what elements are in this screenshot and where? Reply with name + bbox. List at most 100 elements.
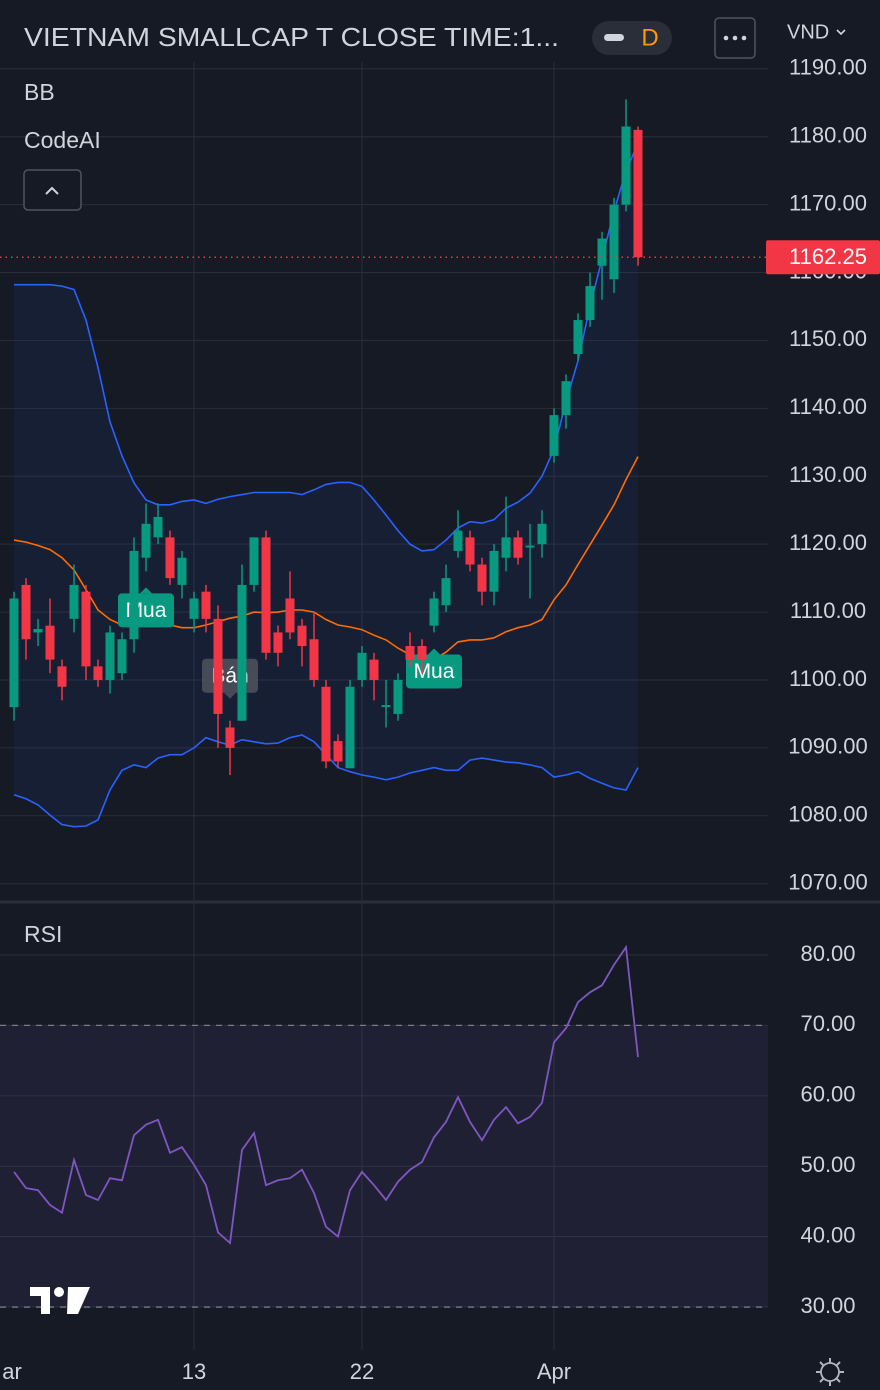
indicator-line — [14, 143, 639, 552]
signal-text: Mua — [414, 660, 455, 683]
candle-body — [153, 516, 163, 538]
y-tick-label: 1110.00 — [790, 598, 866, 623]
candle-body — [297, 625, 307, 647]
gear-teeth — [816, 1358, 844, 1386]
candle-body — [81, 591, 91, 667]
candle-body — [465, 537, 475, 565]
chevron-up — [45, 186, 59, 195]
candle-body — [225, 727, 235, 748]
candle-body — [537, 523, 547, 545]
y-tick-label: 40.00 — [800, 1222, 855, 1247]
currency-selector[interactable]: VND — [787, 21, 846, 43]
candle-body — [261, 537, 271, 653]
candle-body — [201, 591, 211, 619]
axis-layer: ar 13 22 Apr 1070.00 1080.00 1090.00 1100.00 111… — [2, 55, 880, 1384]
dot — [723, 35, 729, 41]
candle-body — [33, 629, 43, 633]
rsi-band-fill — [0, 1025, 768, 1308]
chart-title: VIETNAM SMALLCAP T CLOSE TIME:1... — [24, 22, 559, 52]
candle-body — [141, 523, 151, 558]
y-tick-label: 1150.00 — [789, 326, 867, 351]
indicator-label: CodeAI — [24, 127, 101, 153]
candle-body — [501, 537, 511, 558]
y-tick-label: 1120.00 — [789, 530, 867, 555]
settings-button[interactable] — [816, 1358, 844, 1386]
price-pane: Mua Bán Mua — [0, 99, 768, 828]
candle-body — [585, 286, 595, 321]
more-button[interactable] — [714, 17, 756, 59]
candle-body — [9, 598, 19, 708]
collapse-button[interactable] — [23, 169, 82, 211]
candle-body — [633, 129, 643, 258]
candle-body — [213, 618, 223, 714]
grid-layer — [0, 62, 768, 1350]
y-tick-label: 1130.00 — [789, 462, 867, 487]
y-tick-label: 1190.00 — [789, 55, 867, 80]
y-tick-label: 60.00 — [800, 1082, 855, 1107]
signal-label: Mua — [118, 587, 174, 628]
rsi-pane — [0, 944, 768, 1308]
candle-body — [333, 741, 343, 762]
candle-body — [453, 530, 463, 551]
y-tick-label: 1180.00 — [789, 123, 867, 148]
signal-label: Bán — [202, 658, 258, 699]
signal-pointer — [428, 648, 440, 655]
candle-body — [381, 705, 391, 708]
candle-body — [345, 686, 355, 769]
x-tick-label: 13 — [182, 1359, 206, 1384]
x-tick-label: Apr — [537, 1359, 571, 1384]
last-price-label: 1162.25 — [789, 244, 867, 269]
chevron — [836, 29, 846, 36]
candle-body — [189, 598, 199, 619]
y-tick-label: 1170.00 — [789, 190, 867, 215]
candle-body — [273, 632, 283, 653]
candle-body — [441, 578, 451, 606]
candle-body — [609, 204, 619, 280]
candle-body — [561, 381, 571, 416]
candle-body — [621, 126, 631, 205]
x-tick-label: ar — [2, 1359, 22, 1384]
candle-body — [321, 686, 331, 762]
candle-body — [93, 666, 103, 680]
candle-body — [357, 652, 367, 680]
candle-body — [129, 550, 139, 640]
y-tick-label: 80.00 — [800, 941, 855, 966]
dot — [732, 35, 738, 41]
interval-toggle[interactable]: D — [592, 21, 672, 55]
candle-body — [477, 564, 487, 592]
candle-body — [105, 632, 115, 680]
y-tick-label: 50.00 — [800, 1152, 855, 1177]
candle-body — [549, 415, 559, 456]
y-tick-label: 1070.00 — [788, 870, 868, 895]
signal-box — [406, 654, 462, 689]
y-tick-label: 70.00 — [800, 1011, 855, 1036]
candle-body — [285, 598, 295, 633]
rsi-line — [13, 944, 639, 1245]
currency-label: VND — [787, 21, 829, 43]
collapse-frame — [23, 169, 82, 211]
candle-body — [69, 584, 79, 619]
candle-body — [309, 639, 319, 680]
candle-body — [597, 238, 607, 266]
candle-body — [369, 659, 379, 680]
candle-body — [177, 557, 187, 585]
indicator-label: BB — [24, 79, 55, 105]
candle-body — [429, 598, 439, 626]
candle-body — [573, 320, 583, 355]
y-tick-label: 1090.00 — [788, 734, 868, 759]
y-tick-label: 1140.00 — [789, 394, 867, 419]
interval-label: D — [641, 24, 658, 51]
toggle-bg — [592, 21, 672, 55]
logo-part — [67, 1287, 90, 1314]
last-price-badge — [766, 240, 880, 275]
y-tick-label: 30.00 — [800, 1293, 855, 1318]
logo-part — [54, 1287, 64, 1297]
x-tick-label: 22 — [350, 1359, 374, 1384]
candle-body — [405, 646, 415, 660]
logo-part — [30, 1287, 50, 1314]
candle-body — [237, 584, 247, 721]
more-button-frame — [714, 17, 756, 59]
candle-body — [117, 639, 127, 674]
